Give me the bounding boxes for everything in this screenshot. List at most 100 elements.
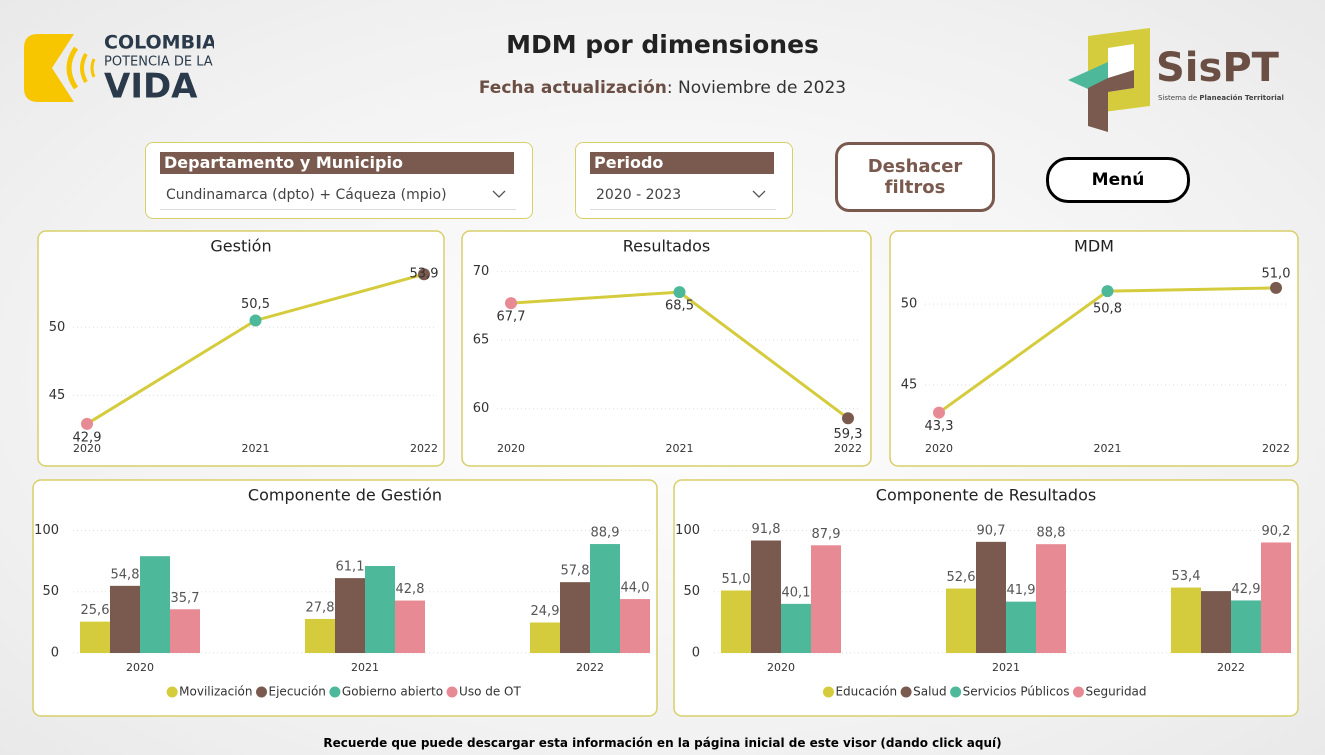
point	[418, 268, 430, 281]
data-label: 52,6	[947, 570, 976, 585]
bar	[811, 545, 841, 653]
legend-label: Servicios Públicos	[963, 685, 1070, 699]
legend-swatch	[900, 686, 912, 698]
data-label: 90,2	[1262, 524, 1291, 539]
legend-label: Gobierno abierto	[342, 685, 443, 699]
bar	[1036, 544, 1066, 653]
legend-swatch	[329, 686, 341, 698]
bar	[170, 609, 200, 653]
bar	[530, 622, 560, 653]
point	[673, 286, 686, 299]
x-tick-label: 2022	[1262, 442, 1290, 455]
filter-municipio[interactable]: Departamento y Municipio Cundinamarca (d…	[145, 142, 533, 219]
chevron	[752, 190, 766, 198]
legend-label: Seguridad	[1085, 685, 1146, 699]
y-tick-label: 50	[901, 297, 918, 312]
data-label: 53,4	[1172, 569, 1201, 584]
bar	[751, 540, 781, 653]
data-label: 88,8	[1037, 526, 1066, 541]
x-tick-label: 2021	[666, 442, 694, 455]
x-tick-label: 2022	[834, 442, 862, 455]
data-label: 67,7	[497, 310, 526, 325]
logo-tagline-prefix: Sistema de	[1158, 94, 1199, 102]
reset-filters-button[interactable]: Deshacer filtros	[835, 142, 995, 212]
legend-swatch	[166, 686, 178, 698]
logo-text: COLOMBIA	[104, 32, 214, 54]
legend-swatch	[446, 686, 458, 698]
data-label: 50,8	[1093, 302, 1122, 317]
point	[1101, 285, 1114, 298]
data-label: 87,9	[812, 527, 841, 542]
y-tick-label: 0	[51, 646, 59, 661]
menu-button[interactable]: Menú	[1046, 157, 1190, 203]
filter-label: Periodo	[590, 152, 774, 174]
bar	[946, 588, 976, 653]
chart-title: MDM	[1074, 237, 1114, 256]
filter-value-text: Cundinamarca (dpto) + Cáqueza (mpio)	[166, 187, 447, 203]
x-tick-label: 2020	[925, 442, 953, 455]
y-tick-label: 50	[49, 320, 66, 335]
y-tick-label: 70	[473, 264, 490, 279]
x-tick-label: 2021	[242, 442, 270, 455]
bar	[590, 544, 620, 653]
x-tick-label: 2020	[126, 661, 154, 674]
legend-label: Uso de OT	[459, 685, 521, 699]
data-label: 42,8	[396, 582, 425, 597]
logo-text: POTENCIA DE LA	[104, 55, 213, 70]
update-label: Fecha actualización	[478, 78, 667, 98]
bar	[1261, 542, 1291, 653]
data-label: 43,3	[925, 419, 954, 434]
bar	[365, 565, 395, 653]
x-tick-label: 2022	[576, 661, 604, 674]
chart-title: Componente de Gestión	[248, 486, 442, 505]
bar	[560, 582, 590, 653]
data-label: 25,6	[81, 603, 110, 618]
logo-tagline: Sistema de Planeación Territorial	[1158, 94, 1284, 102]
x-tick-label: 2022	[1217, 661, 1245, 674]
legend-swatch	[256, 686, 268, 698]
legend-swatch	[1072, 686, 1084, 698]
data-label: 35,7	[171, 591, 200, 606]
bar	[110, 585, 140, 653]
data-label: 54,8	[111, 567, 140, 582]
filter-periodo[interactable]: Periodo 2020 - 2023	[575, 142, 793, 219]
data-label: 50,5	[241, 297, 270, 312]
data-label: 91,8	[752, 522, 781, 537]
data-label: 68,5	[665, 299, 694, 314]
chart-title: Componente de Resultados	[876, 486, 1096, 505]
bar	[1171, 587, 1201, 653]
filter-value-text: 2020 - 2023	[596, 187, 682, 203]
data-label: 27,8	[306, 600, 335, 615]
x-tick-label: 2021	[992, 661, 1020, 674]
bar	[140, 556, 170, 653]
y-tick-label: 0	[692, 646, 700, 661]
chart-panel	[461, 230, 872, 467]
chart-title: Gestión	[210, 237, 271, 256]
logo-tagline-bold: Planeación Territorial	[1199, 94, 1284, 102]
filter-value[interactable]: 2020 - 2023	[590, 181, 776, 210]
x-tick-label: 2021	[1094, 442, 1122, 455]
bar	[335, 578, 365, 653]
bar	[1201, 591, 1231, 653]
logo-text: VIDA	[104, 67, 198, 107]
y-tick-label: 60	[473, 401, 490, 416]
y-tick-label: 45	[901, 378, 918, 393]
filter-value[interactable]: Cundinamarca (dpto) + Cáqueza (mpio)	[160, 181, 516, 210]
legend-swatch	[950, 686, 962, 698]
data-label: 61,1	[336, 560, 365, 575]
legend-swatch	[822, 686, 834, 698]
data-label: 44,0	[621, 581, 650, 596]
data-label: 53,9	[410, 267, 439, 282]
data-label: 24,9	[531, 604, 560, 619]
footer-link[interactable]: Recuerde que puede descargar esta inform…	[323, 736, 1002, 750]
point	[249, 314, 262, 327]
data-label: 90,7	[977, 523, 1006, 538]
chart-panel	[37, 230, 445, 467]
y-tick-label: 45	[49, 388, 66, 403]
data-label: 40,1	[782, 585, 811, 600]
data-label: 42,9	[1232, 582, 1261, 597]
data-label: 51,0	[722, 572, 751, 587]
bar	[1231, 600, 1261, 653]
data-label: 59,3	[834, 427, 863, 442]
